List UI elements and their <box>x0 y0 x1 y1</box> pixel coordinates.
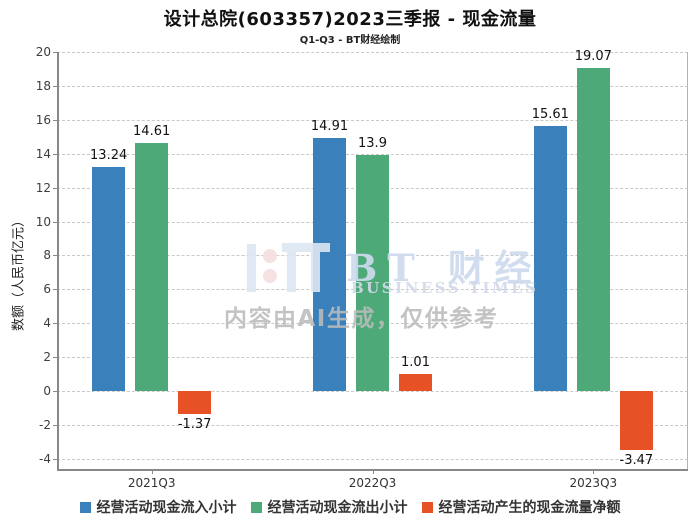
legend-label: 经营活动现金流入小计 <box>96 500 237 516</box>
y-tick-label: 8 <box>43 248 51 263</box>
watermark-logo-pi-leg-icon <box>287 252 296 292</box>
y-axis-line <box>57 52 59 469</box>
plot-right-border <box>687 52 688 469</box>
watermark-logo-dot-icon <box>263 269 277 283</box>
y-tick-8 <box>53 255 57 257</box>
bar-value-label: 13.9 <box>358 136 387 152</box>
y-tick-label: 6 <box>43 282 51 297</box>
y-tick--4 <box>53 458 57 460</box>
legend-swatch-icon <box>421 501 433 513</box>
x-tick-label: 2021Q3 <box>127 476 176 490</box>
gridline-y-14 <box>57 153 688 155</box>
y-tick-label: 18 <box>35 78 51 93</box>
bar-2023Q3-series3 <box>619 391 653 450</box>
y-tick-label: -2 <box>39 417 51 432</box>
bar-2022Q3-series1 <box>313 138 346 392</box>
legend-item-series3: 经营活动产生的现金流量净额 <box>421 497 621 517</box>
y-tick-6 <box>53 289 57 291</box>
legend-swatch-icon <box>250 501 262 513</box>
y-tick-2 <box>53 357 57 359</box>
y-tick-label: 0 <box>43 384 51 399</box>
y-tick-label: 16 <box>35 112 51 127</box>
bar-value-label: 19.07 <box>574 48 612 64</box>
bar-value-label: 14.61 <box>133 124 171 140</box>
x-tick-label: 2023Q3 <box>569 476 618 490</box>
y-tick-10 <box>53 221 57 223</box>
y-tick-label: 12 <box>35 180 51 195</box>
x-tick-2022Q3 <box>372 470 374 474</box>
x-tick-2021Q3 <box>151 470 153 474</box>
bar-2022Q3-series3 <box>399 373 432 391</box>
legend-item-series1: 经营活动现金流入小计 <box>79 497 237 517</box>
bar-value-label: 13.24 <box>90 147 128 163</box>
legend-label: 经营活动产生的现金流量净额 <box>438 500 621 516</box>
gridline-y-18 <box>57 85 688 87</box>
bar-2023Q3-series1 <box>533 126 567 391</box>
chart-legend: 经营活动现金流入小计 经营活动现金流出小计 经营活动产生的现金流量净额 <box>0 497 700 517</box>
x-axis-line <box>57 469 688 471</box>
y-tick-16 <box>53 119 57 121</box>
x-tick-2023Q3 <box>593 470 595 474</box>
watermark-logo-bar-icon <box>247 244 256 292</box>
bar-2022Q3-series2 <box>356 155 389 391</box>
bar-2021Q3-series3 <box>178 391 212 415</box>
y-tick--2 <box>53 424 57 426</box>
gridline-y-16 <box>57 119 688 121</box>
y-tick-label: 20 <box>35 45 51 59</box>
legend-item-series2: 经营活动现金流出小计 <box>250 497 408 517</box>
bar-value-label: 15.61 <box>531 107 569 123</box>
bar-2023Q3-series2 <box>576 67 610 391</box>
y-tick-label: 2 <box>43 350 51 365</box>
y-tick-12 <box>53 187 57 189</box>
bar-2021Q3-series1 <box>92 166 126 391</box>
y-tick-0 <box>53 391 57 393</box>
y-tick-label: 14 <box>35 146 51 161</box>
chart-subtitle: Q1-Q3 - BT财经绘制 <box>299 35 401 46</box>
y-tick-label: -4 <box>39 451 51 466</box>
y-tick-label: 4 <box>43 316 51 331</box>
y-tick-14 <box>53 153 57 155</box>
bar-value-label: 14.91 <box>310 119 349 135</box>
y-tick-4 <box>53 323 57 325</box>
bar-value-label: -3.47 <box>619 452 654 468</box>
gridline-y--4 <box>57 458 688 460</box>
bar-value-label: 1.01 <box>401 354 430 370</box>
y-tick-20 <box>53 52 57 53</box>
legend-label: 经营活动现金流出小计 <box>267 500 408 516</box>
y-tick-18 <box>53 85 57 87</box>
gridline-y--2 <box>57 424 688 426</box>
gridline-y-20 <box>57 52 688 53</box>
gridline-y-0 <box>57 391 688 393</box>
x-tick-label: 2022Q3 <box>348 476 397 490</box>
bar-2021Q3-series2 <box>135 143 169 392</box>
y-tick-label: 10 <box>35 214 51 229</box>
chart-title: 设计总院(603357)2023三季报 - 现金流量 <box>163 9 537 30</box>
bar-value-label: -1.37 <box>177 417 212 433</box>
legend-swatch-icon <box>79 501 91 513</box>
